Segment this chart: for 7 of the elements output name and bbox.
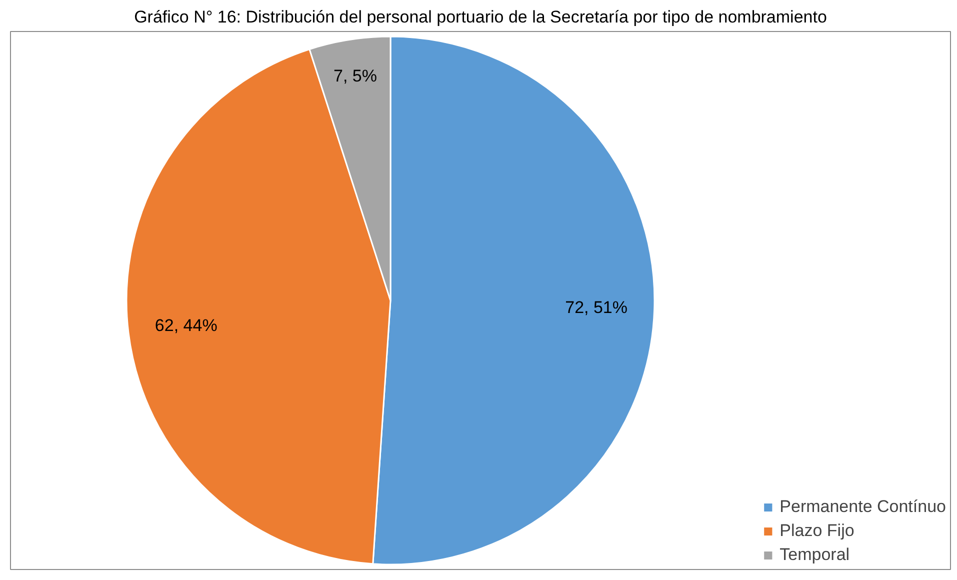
data-label: 72, 51% (565, 298, 628, 317)
legend-label: Plazo Fijo (780, 521, 854, 541)
chart-title: Gráfico N° 16: Distribución del personal portuario de la Secretaría por tipo de nombramiento (134, 8, 827, 26)
legend-label: Temporal (780, 545, 850, 565)
data-label: 62, 44% (154, 316, 218, 336)
legend-label: Permanente Contínuo (780, 497, 946, 517)
data-label: 7, 5% (333, 66, 377, 86)
